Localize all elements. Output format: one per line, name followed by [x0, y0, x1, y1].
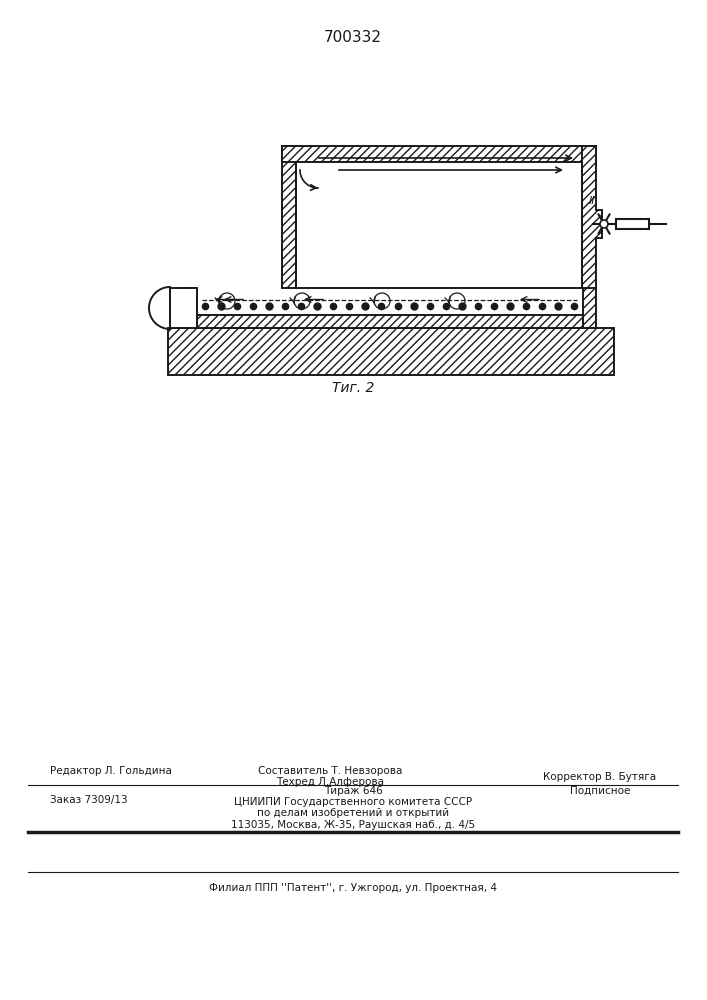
- Text: Корректор В. Бутяга: Корректор В. Бутяга: [544, 772, 657, 782]
- Polygon shape: [582, 146, 602, 288]
- Text: Τиг. 2: Τиг. 2: [332, 381, 374, 395]
- Polygon shape: [168, 328, 614, 375]
- Text: Составитель Т. Невзорова: Составитель Т. Невзорова: [258, 766, 402, 776]
- Text: ЦНИИПИ Государственного комитета СССР: ЦНИИПИ Государственного комитета СССР: [234, 797, 472, 807]
- Polygon shape: [583, 288, 596, 328]
- Polygon shape: [282, 146, 296, 288]
- Text: Редактор Л. Гольдина: Редактор Л. Гольдина: [50, 766, 172, 776]
- Polygon shape: [184, 288, 197, 328]
- Text: Подписное: Подписное: [570, 786, 630, 796]
- Polygon shape: [197, 315, 583, 328]
- Text: Филиал ППП ''Патент'', г. Ужгород, ул. Проектная, 4: Филиал ППП ''Патент'', г. Ужгород, ул. П…: [209, 883, 497, 893]
- Polygon shape: [616, 219, 649, 229]
- Text: Техред Л.Алферова: Техред Л.Алферова: [276, 777, 384, 787]
- Text: по делам изобретений и открытий: по делам изобретений и открытий: [257, 808, 449, 818]
- Text: Тираж 646: Тираж 646: [324, 786, 382, 796]
- Polygon shape: [170, 288, 197, 328]
- Text: 700332: 700332: [324, 29, 382, 44]
- Polygon shape: [282, 146, 596, 162]
- Polygon shape: [296, 162, 582, 288]
- Text: Заказ 7309/13: Заказ 7309/13: [50, 796, 128, 806]
- Circle shape: [600, 220, 608, 228]
- Text: 113035, Москва, Ж-35, Раушская наб., д. 4/5: 113035, Москва, Ж-35, Раушская наб., д. …: [231, 820, 475, 830]
- Text: II: II: [589, 196, 595, 206]
